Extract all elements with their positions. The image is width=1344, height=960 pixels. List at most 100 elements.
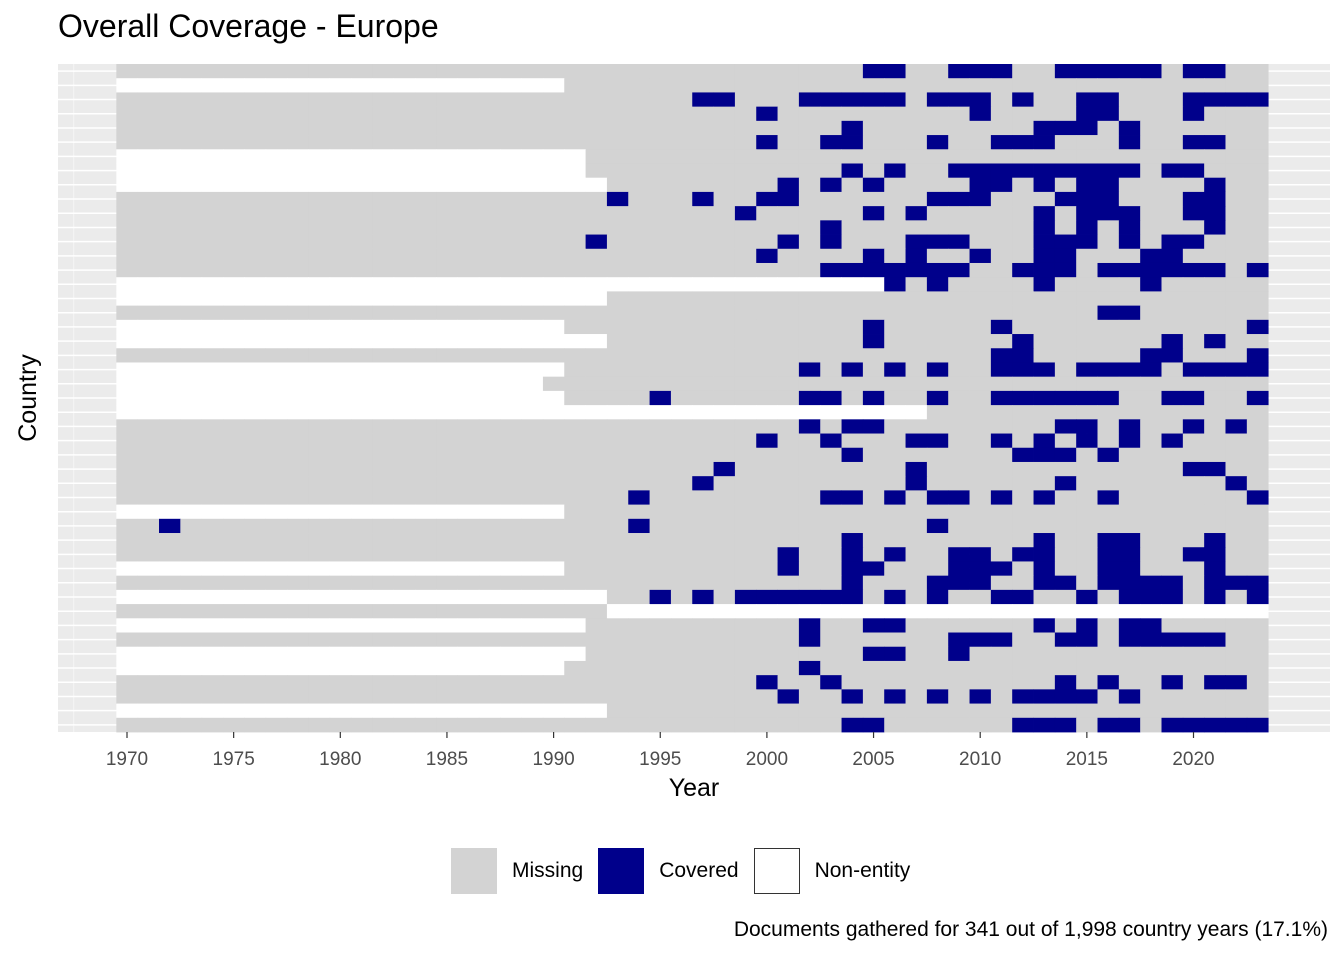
cell-missing (884, 433, 906, 449)
cell-missing (798, 490, 821, 505)
cell-missing (1246, 533, 1269, 548)
cell-missing (308, 106, 331, 122)
cell-missing (1076, 376, 1098, 392)
cell-covered (756, 675, 778, 690)
cell-missing (308, 191, 331, 207)
cell-missing (1118, 177, 1141, 193)
cell-missing (414, 220, 437, 235)
cell-missing (286, 120, 309, 136)
cell-missing (1182, 376, 1205, 392)
cell-missing (649, 618, 672, 633)
cell-missing (713, 618, 736, 633)
cell-covered (884, 689, 906, 704)
cell-missing (521, 689, 544, 704)
cell-missing (670, 120, 693, 136)
cell-covered (1054, 248, 1077, 264)
cell-non-entity (564, 163, 586, 179)
cell-missing (116, 675, 139, 690)
cell-missing (1012, 518, 1034, 534)
cell-covered (926, 689, 949, 704)
cell-covered (969, 689, 992, 704)
cell-non-entity (564, 618, 586, 633)
cell-missing (201, 433, 224, 449)
cell-covered (1182, 717, 1205, 733)
cell-missing (692, 120, 714, 136)
cell-covered (1246, 490, 1269, 505)
cell-covered (1076, 362, 1098, 378)
cell-missing (905, 390, 928, 406)
cell-non-entity (393, 163, 416, 179)
cell-missing (116, 447, 139, 463)
cell-missing (692, 533, 714, 548)
cell-covered (1033, 234, 1056, 250)
cell-missing (1012, 120, 1034, 136)
cell-missing (1140, 177, 1162, 193)
cell-missing (414, 106, 437, 122)
cell-non-entity (329, 291, 352, 307)
cell-missing (628, 305, 650, 321)
cell-missing (1140, 561, 1162, 577)
cell-missing (350, 476, 373, 491)
cell-covered (1182, 461, 1205, 477)
cell-missing (692, 106, 714, 122)
cell-missing (1097, 632, 1120, 648)
cell-covered (948, 632, 970, 648)
cell-covered (777, 689, 800, 704)
cell-non-entity (265, 660, 288, 676)
cell-missing (350, 220, 373, 235)
cell-missing (841, 106, 864, 122)
cell-missing (222, 632, 245, 648)
cell-missing (1097, 689, 1120, 704)
cell-missing (436, 64, 459, 79)
cell-missing (628, 547, 650, 562)
cell-missing (1054, 319, 1077, 335)
cell-missing (1054, 533, 1077, 548)
cell-covered (1225, 717, 1248, 733)
cell-missing (884, 348, 906, 363)
cell-missing (564, 234, 586, 250)
cell-covered (1118, 433, 1141, 449)
cell-missing (1118, 334, 1141, 349)
cell-missing (1204, 291, 1226, 307)
cell-missing (1140, 78, 1162, 93)
cell-non-entity (201, 646, 224, 662)
cell-missing (798, 646, 821, 662)
cell-non-entity (329, 177, 352, 193)
cell-missing (542, 305, 565, 321)
cell-missing (159, 447, 181, 463)
cell-missing (1204, 433, 1226, 449)
cell-missing (1225, 703, 1248, 719)
cell-covered (1033, 220, 1056, 235)
cell-missing (286, 248, 309, 264)
cell-non-entity (670, 277, 693, 292)
cell-non-entity (500, 277, 522, 292)
cell-missing (820, 618, 842, 633)
cell-covered (820, 234, 842, 250)
cell-missing (286, 305, 309, 321)
cell-non-entity (180, 149, 203, 164)
cell-missing (649, 234, 672, 250)
cell-non-entity (222, 362, 245, 378)
cell-missing (436, 547, 459, 562)
cell-non-entity (308, 376, 331, 392)
cell-covered (1204, 135, 1226, 150)
cell-missing (1076, 533, 1098, 548)
cell-missing (713, 547, 736, 562)
cell-missing (180, 248, 203, 264)
cell-missing (756, 390, 778, 406)
cell-missing (777, 447, 800, 463)
cell-missing (841, 206, 864, 221)
cell-missing (905, 120, 928, 136)
cell-missing (1033, 319, 1056, 335)
cell-missing (777, 390, 800, 406)
cell-covered (1076, 177, 1098, 193)
cell-missing (116, 92, 139, 108)
cell-non-entity (500, 177, 522, 193)
cell-missing (457, 106, 480, 122)
cell-missing (222, 234, 245, 250)
cell-non-entity (1140, 604, 1162, 619)
cell-non-entity (286, 334, 309, 349)
cell-missing (1097, 646, 1120, 662)
cell-missing (926, 461, 949, 477)
cell-missing (350, 604, 373, 619)
